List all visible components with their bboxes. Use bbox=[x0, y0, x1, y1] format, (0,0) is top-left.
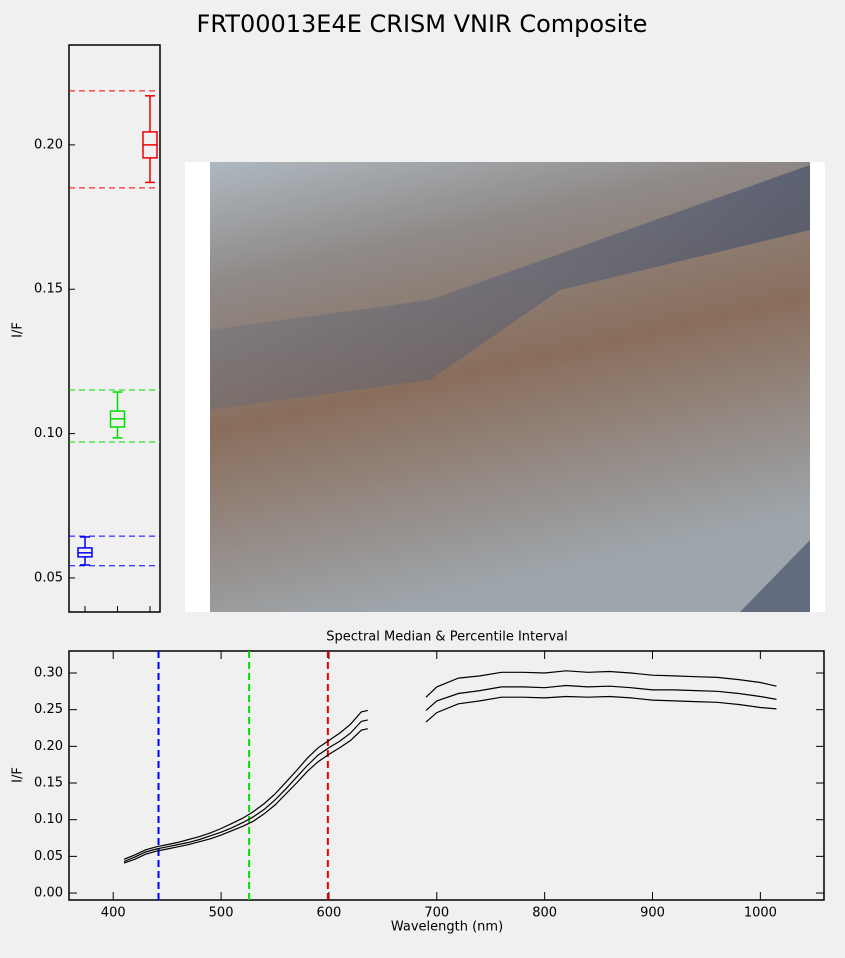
x-tick-label: 700 bbox=[424, 906, 449, 921]
image bbox=[185, 162, 825, 612]
x-tick-label: 800 bbox=[532, 906, 557, 921]
series-line bbox=[123, 670, 777, 860]
chart-title: Spectral Median & Percentile Interval bbox=[326, 630, 568, 645]
y-tick-label: 0.30 bbox=[34, 666, 63, 681]
x-tick-label: 400 bbox=[101, 906, 126, 921]
y-tick-label: 0.00 bbox=[34, 886, 63, 901]
image-ridge bbox=[210, 165, 810, 410]
series-line bbox=[123, 684, 777, 863]
y-tick-label: 0.20 bbox=[34, 137, 63, 152]
y-tick-label: 0.15 bbox=[34, 282, 63, 297]
plot-frame bbox=[68, 44, 161, 613]
y-axis-label: I/F bbox=[11, 322, 26, 338]
figure-title: FRT00013E4E CRISM VNIR Composite bbox=[197, 10, 648, 38]
x-tick-label: 600 bbox=[317, 906, 342, 921]
y-tick-label: 0.10 bbox=[34, 812, 63, 827]
y-tick-label: 0.05 bbox=[34, 570, 63, 585]
y-tick-label: 0.25 bbox=[34, 702, 63, 717]
series-line bbox=[123, 695, 777, 864]
y-tick-label: 0.05 bbox=[34, 849, 63, 864]
x-tick-label: 900 bbox=[640, 906, 665, 921]
image-shadow bbox=[740, 540, 810, 612]
y-tick-label: 0.20 bbox=[34, 739, 63, 754]
y-tick-label: 0.15 bbox=[34, 776, 63, 791]
x-tick-label: 1000 bbox=[744, 906, 777, 921]
y-tick-label: 0.10 bbox=[34, 426, 63, 441]
plot-frame bbox=[68, 650, 825, 901]
y-axis-label: I/F bbox=[11, 767, 26, 783]
x-tick-label: 500 bbox=[209, 906, 234, 921]
x-axis-label: Wavelength (nm) bbox=[391, 920, 503, 935]
